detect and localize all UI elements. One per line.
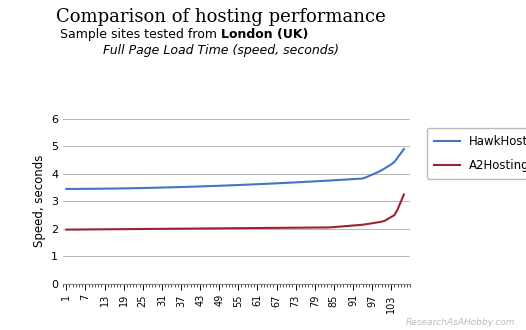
HawkHost: [379, 168, 385, 172]
HawkHost: [302, 180, 308, 184]
HawkHost: [165, 185, 171, 189]
A2Hosting: [334, 225, 340, 229]
A2Hosting: [165, 227, 171, 231]
A2Hosting: [401, 192, 407, 196]
A2Hosting: [302, 226, 308, 230]
Text: Sample sites tested from: Sample sites tested from: [60, 28, 221, 41]
Y-axis label: Speed, seconds: Speed, seconds: [33, 155, 46, 248]
HawkHost: [63, 187, 69, 191]
A2Hosting: [63, 228, 69, 232]
A2Hosting: [362, 222, 369, 226]
Text: Full Page Load Time (speed, seconds): Full Page Load Time (speed, seconds): [103, 44, 339, 56]
HawkHost: [334, 178, 340, 182]
Text: Comparison of hosting performance: Comparison of hosting performance: [56, 8, 386, 26]
HawkHost: [318, 179, 324, 183]
HawkHost: [401, 147, 407, 151]
Text: London (UK): London (UK): [221, 28, 308, 41]
A2Hosting: [379, 220, 385, 224]
Legend: HawkHost, A2Hosting: HawkHost, A2Hosting: [427, 128, 526, 179]
Line: A2Hosting: A2Hosting: [66, 194, 404, 230]
Line: HawkHost: HawkHost: [66, 149, 404, 189]
HawkHost: [362, 176, 369, 180]
A2Hosting: [318, 225, 324, 229]
Text: ResearchAsAHobby.com: ResearchAsAHobby.com: [406, 318, 515, 327]
